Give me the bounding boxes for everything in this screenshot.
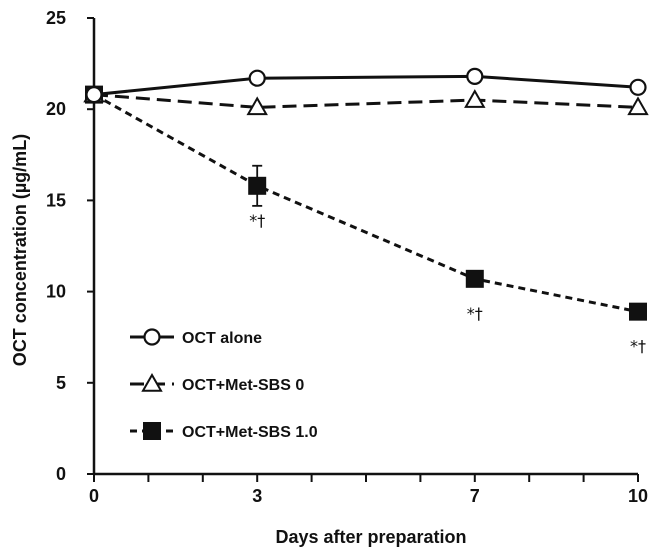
marker-open-circle (629, 78, 647, 96)
marker-open-circle (143, 328, 161, 346)
x-tick-label: 3 (252, 486, 262, 506)
legend-item: OCT+Met-SBS 0 (130, 372, 304, 394)
marker-open-circle (466, 67, 484, 85)
marker-filled-square (248, 176, 267, 195)
marker-filled-square (143, 422, 161, 440)
x-axis-title: Days after preparation (275, 527, 466, 547)
marker-open-triangle (246, 96, 268, 116)
marker-open-triangle (141, 372, 163, 392)
significance-annotation: *† (467, 304, 483, 323)
significance-annotation: *† (249, 211, 265, 230)
y-axis-title: OCT concentration (µg/mL) (10, 134, 30, 366)
series-oct-alone (85, 67, 647, 104)
marker-filled-square (465, 269, 484, 288)
marker-open-circle (85, 86, 103, 104)
marker-open-circle (248, 69, 266, 87)
y-tick-label: 0 (56, 464, 66, 484)
marker-open-triangle (464, 89, 486, 108)
legend-label: OCT+Met-SBS 1.0 (182, 424, 318, 441)
x-tick-label: 10 (628, 486, 648, 506)
legend-item: OCT+Met-SBS 1.0 (130, 422, 318, 441)
series-line (93, 93, 639, 109)
series-line (93, 74, 639, 97)
x-tick-label: 7 (470, 486, 480, 506)
series-oct-met-sbs-1-0 (85, 85, 647, 321)
y-tick-label: 25 (46, 8, 66, 28)
series-line (93, 93, 639, 314)
y-tick-label: 10 (46, 282, 66, 302)
chart-legend: OCT alone OCT+Met-SBS 0 OCT+Met-SBS 1.0 (130, 328, 318, 441)
series-oct-met-sbs-0 (83, 83, 649, 116)
marker-open-triangle (627, 96, 649, 116)
y-tick-label: 20 (46, 99, 66, 119)
marker-filled-square (629, 302, 647, 321)
legend-label: OCT alone (182, 330, 262, 347)
y-tick-label: 15 (46, 190, 66, 210)
x-tick-label: 0 (89, 486, 99, 506)
chart-axes: 0 5 10 15 20 25 0 3 7 10 (46, 8, 648, 506)
legend-label: OCT+Met-SBS 0 (182, 377, 304, 394)
y-tick-label: 5 (56, 373, 66, 393)
legend-item: OCT alone (130, 328, 262, 347)
chart-series-layer: *† *† *† (83, 67, 649, 356)
significance-annotation: *† (630, 337, 646, 356)
